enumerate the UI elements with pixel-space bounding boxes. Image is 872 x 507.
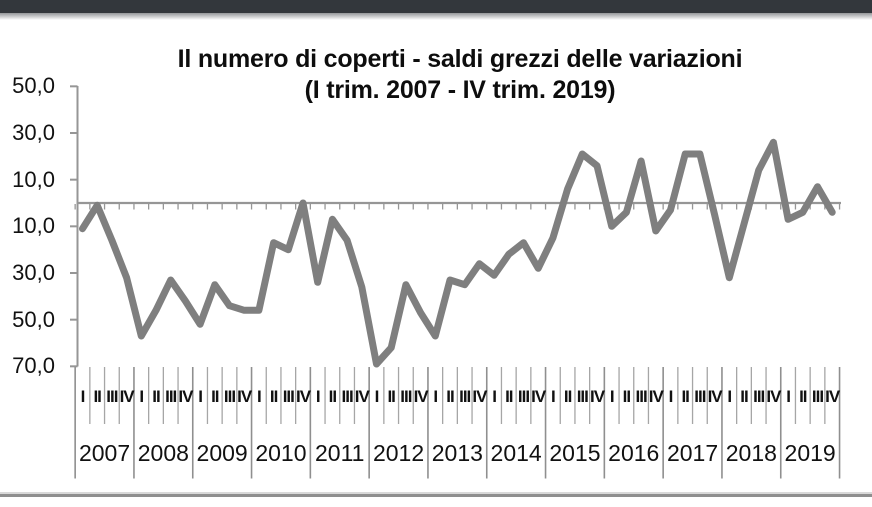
- year-label: 2010: [255, 440, 307, 466]
- quarter-label: I: [609, 387, 615, 406]
- quarter-label: I: [727, 387, 732, 406]
- y-axis-label: 10,0: [12, 213, 55, 239]
- year-label: 2008: [137, 440, 189, 466]
- quarter-label: III: [517, 387, 530, 406]
- quarter-label: IV: [589, 387, 605, 406]
- y-axis-label: 50,0: [12, 73, 55, 99]
- bottom-rule-highlight: [0, 492, 872, 494]
- y-axis-label: 70,0: [12, 353, 55, 379]
- quarter-label: II: [622, 387, 631, 406]
- quarter-label: I: [198, 387, 203, 406]
- quarter-label: IV: [119, 387, 135, 406]
- window-top-bar: [0, 0, 872, 13]
- year-label: 2015: [549, 440, 601, 466]
- year-label: 2016: [608, 440, 660, 466]
- quarter-label: II: [563, 387, 572, 406]
- quarter-label: II: [269, 387, 278, 406]
- quarter-label: II: [328, 387, 337, 406]
- bottom-rule: [0, 494, 872, 497]
- y-axis-label: 10,0: [12, 166, 55, 192]
- chart-title: Il numero di coperti - saldi grezzi dell…: [77, 44, 843, 106]
- quarter-label: IV: [707, 387, 723, 406]
- quarter-label: I: [786, 387, 791, 406]
- quarter-label: III: [576, 387, 589, 406]
- year-label: 2017: [666, 440, 719, 466]
- quarter-label: III: [694, 387, 706, 406]
- quarter-label: IV: [295, 387, 311, 406]
- year-label: 2009: [196, 440, 248, 466]
- axes-layer: [70, 85, 841, 479]
- quarter-label: III: [400, 387, 412, 406]
- quarter-label: III: [635, 387, 648, 406]
- quarter-label: II: [505, 387, 513, 406]
- quarter-label: I: [668, 387, 674, 406]
- quarter-label: IV: [178, 387, 193, 406]
- quarter-label: IV: [237, 387, 252, 406]
- quarter-label: I: [315, 387, 321, 406]
- quarter-label: II: [387, 387, 395, 406]
- quarter-label: IV: [648, 387, 664, 406]
- year-label: 2014: [490, 440, 542, 466]
- quarter-label: III: [223, 387, 236, 406]
- top-bar-shadow: [0, 13, 872, 20]
- quarter-label: IV: [766, 387, 781, 406]
- chart-title-line1: Il numero di coperti - saldi grezzi dell…: [177, 45, 743, 73]
- quarter-label: IV: [413, 387, 429, 406]
- year-label: 2012: [372, 440, 425, 466]
- quarter-label: IV: [825, 387, 840, 406]
- y-axis-label: 50,0: [12, 306, 55, 332]
- quarter-label: III: [341, 387, 354, 406]
- year-label: 2011: [315, 440, 365, 466]
- chart-title-line2: (I trim. 2007 - IV trim. 2019): [304, 76, 616, 104]
- quarter-label: I: [80, 387, 86, 406]
- quarter-label: II: [152, 387, 160, 406]
- quarter-label: II: [446, 387, 454, 406]
- quarter-label: III: [459, 387, 471, 406]
- year-label: 2013: [431, 440, 483, 466]
- quarter-label: I: [433, 387, 438, 406]
- quarter-label: II: [211, 387, 219, 406]
- quarter-label: II: [93, 387, 101, 406]
- quarter-label: I: [492, 387, 497, 406]
- quarter-label: II: [740, 387, 748, 406]
- quarter-label: IV: [472, 387, 487, 406]
- quarter-label: III: [282, 387, 295, 406]
- quarter-label: III: [753, 387, 765, 406]
- quarter-label: II: [799, 387, 807, 406]
- quarter-label: IV: [531, 387, 546, 406]
- quarter-label: I: [257, 387, 262, 406]
- year-label: 2007: [78, 440, 131, 466]
- quarter-label: III: [811, 387, 824, 406]
- quarter-label: I: [139, 387, 144, 406]
- quarter-label: III: [165, 387, 177, 406]
- line-series: [79, 138, 836, 368]
- data-line: [79, 138, 836, 368]
- y-axis-label: 30,0: [12, 259, 55, 285]
- quarter-label: IV: [354, 387, 370, 406]
- year-label: 2018: [725, 440, 777, 466]
- quarter-label: III: [106, 387, 118, 406]
- quarter-label: I: [374, 387, 380, 406]
- quarter-label: II: [681, 387, 689, 406]
- y-axis-label: 30,0: [12, 120, 55, 145]
- year-label: 2019: [784, 440, 836, 466]
- quarter-label: I: [551, 387, 556, 406]
